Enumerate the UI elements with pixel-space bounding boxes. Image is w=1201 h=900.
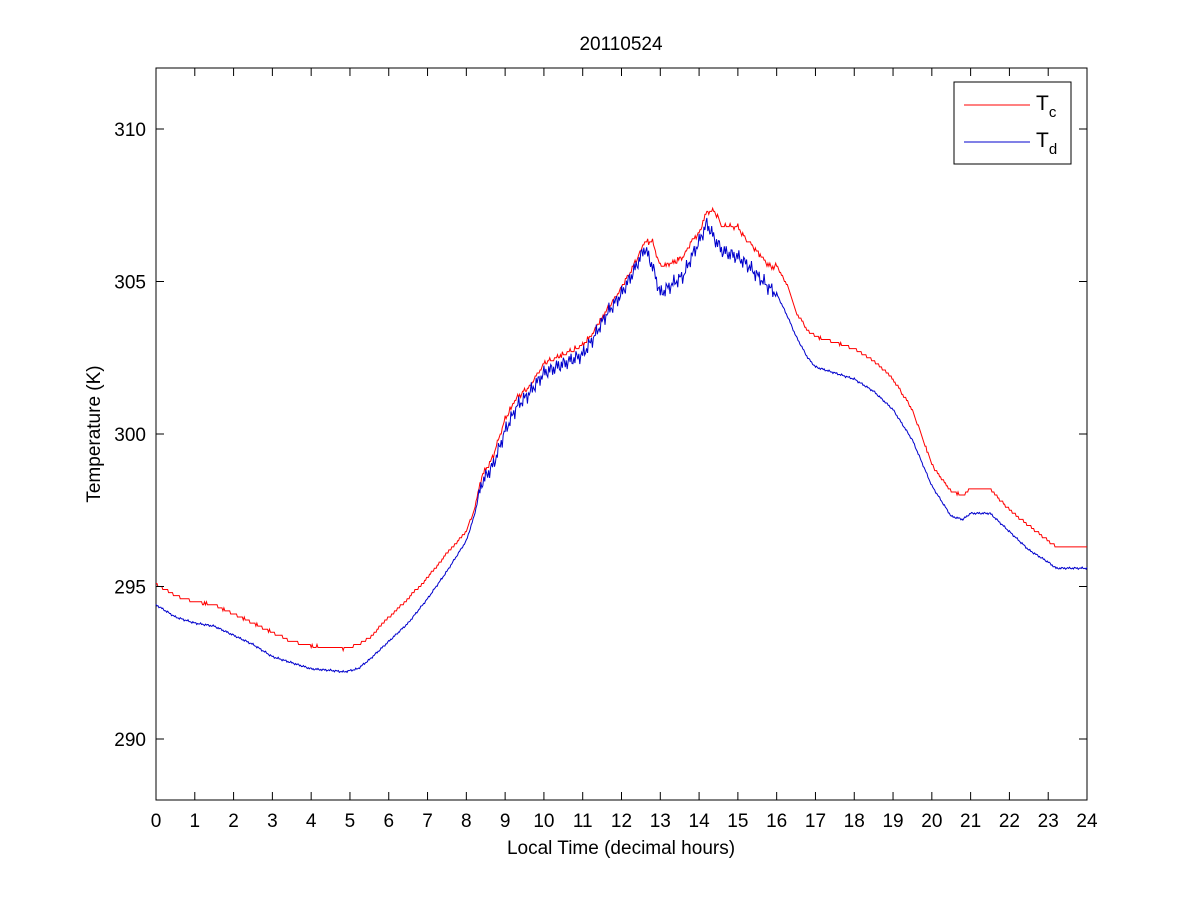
x-tick-label: 5 (345, 811, 356, 832)
x-tick-label: 21 (960, 811, 981, 832)
x-tick-label: 9 (500, 811, 511, 832)
x-axis-title: Local Time (decimal hours) (507, 838, 735, 859)
x-tick-label: 12 (611, 811, 632, 832)
x-tick-label: 24 (1076, 811, 1098, 832)
x-tick-label: 23 (1038, 811, 1059, 832)
y-tick-label: 295 (114, 578, 146, 599)
x-tick-label: 13 (650, 811, 671, 832)
x-tick-label: 2 (228, 811, 239, 832)
x-tick-label: 22 (999, 811, 1020, 832)
x-tick-label: 17 (805, 811, 826, 832)
y-tick-label: 310 (114, 120, 146, 141)
y-tick-label: 305 (114, 273, 146, 294)
x-tick-label: 4 (306, 811, 317, 832)
x-tick-label: 10 (533, 811, 554, 832)
x-tick-label: 0 (151, 811, 162, 832)
legend-box (953, 81, 1072, 165)
legend-label-td: Td (1036, 129, 1057, 158)
y-axis: 290 295 300 305 310 (114, 120, 1087, 751)
y-tick-label: 290 (114, 730, 146, 751)
y-tick-label: 300 (114, 425, 146, 446)
x-tick-label: 3 (267, 811, 278, 832)
series-line-Td (155, 217, 1088, 674)
chart-title: 20110524 (579, 34, 663, 55)
series-layer (155, 206, 1088, 674)
x-tick-label: 1 (190, 811, 201, 832)
x-tick-label: 19 (882, 811, 903, 832)
x-tick-label: 8 (461, 811, 472, 832)
plot-frame (155, 67, 1088, 801)
x-tick-label: 6 (383, 811, 394, 832)
x-tick-label: 16 (766, 811, 787, 832)
x-axis: 0 1 2 3 4 5 6 7 8 9 10 11 12 13 14 15 16 17 18 19 20 21 22 23 24 (151, 68, 1098, 832)
x-tick-label: 18 (844, 811, 865, 832)
legend: Tc Td (953, 81, 1072, 165)
plot-area (155, 67, 1088, 801)
legend-label-tc: Tc (1036, 92, 1057, 121)
y-axis-title: Temperature (K) (84, 365, 105, 502)
x-tick-label: 15 (727, 811, 748, 832)
x-tick-label: 11 (573, 811, 593, 832)
x-tick-label: 14 (689, 811, 711, 832)
x-tick-label: 7 (422, 811, 433, 832)
x-tick-label: 20 (921, 811, 942, 832)
